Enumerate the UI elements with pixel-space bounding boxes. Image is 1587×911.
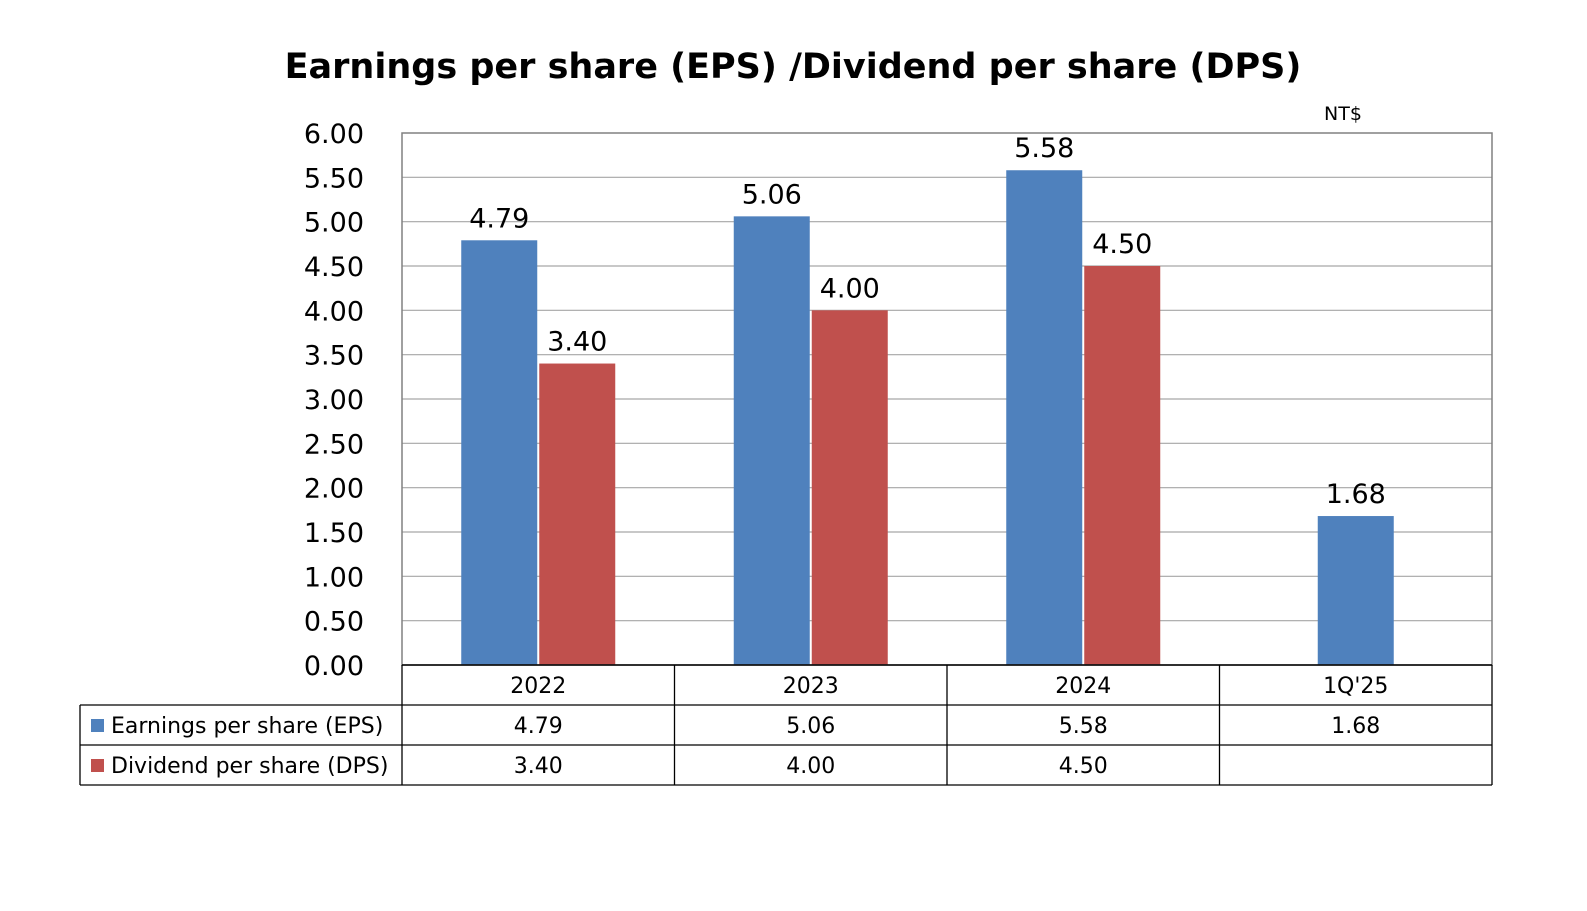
y-tick-label: 4.00 bbox=[304, 296, 364, 327]
table-cell-value: 1.68 bbox=[1331, 714, 1380, 739]
x-category-label: 2022 bbox=[510, 674, 566, 699]
y-tick-label: 1.00 bbox=[304, 562, 364, 593]
chart-title: Earnings per share (EPS) /Dividend per s… bbox=[285, 47, 1302, 87]
legend-key-dps bbox=[91, 759, 104, 772]
y-tick-label: 4.50 bbox=[304, 252, 364, 283]
table-cell-value: 5.06 bbox=[786, 714, 835, 739]
bar-eps-2023 bbox=[733, 216, 810, 665]
bar-eps-2022 bbox=[461, 240, 538, 665]
bar-eps-1Q25 bbox=[1317, 516, 1394, 665]
bar-dps-2023 bbox=[811, 310, 888, 665]
y-tick-label: 5.00 bbox=[304, 208, 364, 239]
table-cell-value: 3.40 bbox=[514, 754, 563, 779]
y-tick-label: 3.50 bbox=[304, 341, 364, 372]
table-cell-value: 4.50 bbox=[1059, 754, 1108, 779]
x-category-label: 2024 bbox=[1055, 674, 1111, 699]
data-label: 4.50 bbox=[1092, 229, 1152, 260]
bar-eps-2024 bbox=[1006, 170, 1083, 666]
data-label: 3.40 bbox=[547, 327, 607, 358]
data-labels: 4.79 3.40 5.06 4.00 5.58 4.50 1.68 bbox=[469, 133, 1386, 510]
y-tick-label: 0.50 bbox=[304, 607, 364, 638]
y-tick-label: 2.50 bbox=[304, 429, 364, 460]
y-tick-label: 2.00 bbox=[304, 474, 364, 505]
unit-label: NT$ bbox=[1324, 103, 1362, 125]
data-label: 4.00 bbox=[820, 273, 880, 304]
legend-key-eps bbox=[91, 719, 104, 732]
data-table: 2022 2023 2024 1Q'25 Earnings per share (EPS… bbox=[79, 665, 1493, 786]
data-label: 5.06 bbox=[742, 179, 802, 210]
y-axis-ticks: 0.00 0.50 1.00 1.50 2.00 2.50 3.00 3.50 4.00 4.50… bbox=[304, 119, 364, 682]
bar-dps-2022 bbox=[539, 363, 616, 665]
table-cell-value: 5.58 bbox=[1059, 714, 1108, 739]
legend-series-name: Earnings per share (EPS) bbox=[111, 714, 383, 739]
legend-series-name: Dividend per share (DPS) bbox=[111, 754, 388, 779]
bars bbox=[461, 170, 1394, 666]
y-tick-label: 0.00 bbox=[304, 651, 364, 682]
y-tick-label: 6.00 bbox=[304, 119, 364, 150]
x-category-label: 2023 bbox=[783, 674, 839, 699]
y-tick-label: 3.00 bbox=[304, 385, 364, 416]
y-tick-label: 5.50 bbox=[304, 163, 364, 194]
table-cell-value: 4.79 bbox=[514, 714, 563, 739]
x-category-label: 1Q'25 bbox=[1323, 674, 1388, 699]
data-label: 1.68 bbox=[1326, 479, 1386, 510]
data-label: 4.79 bbox=[469, 203, 529, 234]
y-tick-label: 1.50 bbox=[304, 518, 364, 549]
data-label: 5.58 bbox=[1014, 133, 1074, 164]
table-cell-value: 4.00 bbox=[786, 754, 835, 779]
bar-dps-2024 bbox=[1084, 266, 1161, 665]
